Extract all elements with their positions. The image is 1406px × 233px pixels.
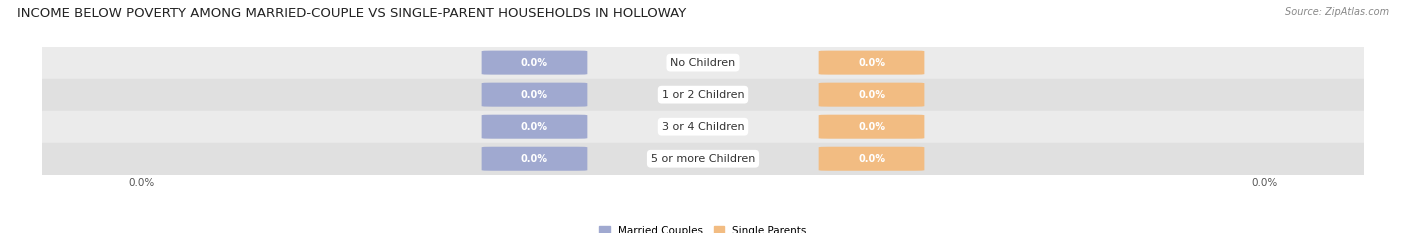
FancyBboxPatch shape: [482, 51, 588, 75]
FancyBboxPatch shape: [818, 115, 924, 139]
Bar: [42, 111, 1364, 143]
Legend: Married Couples, Single Parents: Married Couples, Single Parents: [599, 226, 807, 233]
Text: 0.0%: 0.0%: [522, 154, 548, 164]
Bar: [42, 79, 1364, 111]
Text: 0.0%: 0.0%: [858, 90, 884, 100]
Text: 0.0%: 0.0%: [858, 122, 884, 132]
Bar: [42, 143, 1364, 175]
Bar: [42, 47, 1364, 79]
FancyBboxPatch shape: [482, 83, 588, 107]
Text: 0.0%: 0.0%: [522, 122, 548, 132]
FancyBboxPatch shape: [818, 147, 924, 171]
FancyBboxPatch shape: [482, 147, 588, 171]
Text: 5 or more Children: 5 or more Children: [651, 154, 755, 164]
Text: 0.0%: 0.0%: [858, 58, 884, 68]
Text: 0.0%: 0.0%: [522, 90, 548, 100]
Text: 0.0%: 0.0%: [858, 154, 884, 164]
Text: Source: ZipAtlas.com: Source: ZipAtlas.com: [1285, 7, 1389, 17]
Text: 3 or 4 Children: 3 or 4 Children: [662, 122, 744, 132]
Text: 0.0%: 0.0%: [522, 58, 548, 68]
Text: No Children: No Children: [671, 58, 735, 68]
FancyBboxPatch shape: [818, 83, 924, 107]
Text: 1 or 2 Children: 1 or 2 Children: [662, 90, 744, 100]
Text: INCOME BELOW POVERTY AMONG MARRIED-COUPLE VS SINGLE-PARENT HOUSEHOLDS IN HOLLOWA: INCOME BELOW POVERTY AMONG MARRIED-COUPL…: [17, 7, 686, 20]
FancyBboxPatch shape: [482, 115, 588, 139]
FancyBboxPatch shape: [818, 51, 924, 75]
